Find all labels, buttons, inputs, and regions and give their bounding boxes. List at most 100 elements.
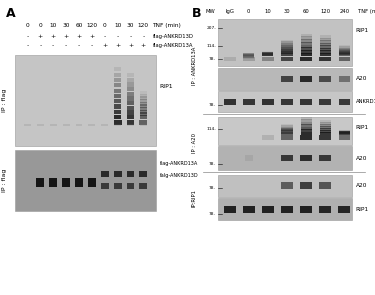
Bar xyxy=(114,94,122,98)
Bar xyxy=(243,55,254,58)
Text: 120: 120 xyxy=(86,23,98,27)
Bar xyxy=(339,130,350,134)
Text: 10: 10 xyxy=(264,9,271,14)
Bar xyxy=(320,53,331,56)
Text: 78-: 78- xyxy=(209,162,216,166)
Bar xyxy=(114,78,122,82)
Text: flag-ANKRD13A: flag-ANKRD13A xyxy=(153,43,193,48)
Bar xyxy=(243,99,255,105)
Bar xyxy=(114,171,122,178)
Bar xyxy=(224,57,236,61)
Text: falg-ANKRD13D: falg-ANKRD13D xyxy=(160,173,198,178)
Bar xyxy=(218,117,352,145)
Text: 78-: 78- xyxy=(209,186,216,190)
Bar xyxy=(140,124,147,126)
Bar xyxy=(339,76,350,82)
Bar xyxy=(300,132,312,135)
Bar xyxy=(300,129,312,132)
Bar xyxy=(127,110,134,114)
Bar xyxy=(243,54,254,58)
Bar xyxy=(126,183,134,189)
Bar xyxy=(300,182,312,189)
Bar xyxy=(320,48,331,51)
Bar xyxy=(127,101,134,105)
Text: 114-: 114- xyxy=(206,44,216,48)
Bar xyxy=(114,99,122,103)
Bar xyxy=(224,99,236,105)
Bar xyxy=(320,35,331,39)
Bar xyxy=(339,130,350,133)
Bar xyxy=(114,115,122,119)
Bar xyxy=(262,135,274,140)
Bar xyxy=(300,124,312,127)
Text: IP : ANKRD13A: IP : ANKRD13A xyxy=(192,46,197,85)
Text: flag-ANKRD13D: flag-ANKRD13D xyxy=(153,35,194,39)
Bar xyxy=(320,126,331,129)
Text: 30: 30 xyxy=(127,23,134,27)
Bar xyxy=(281,43,292,47)
Bar xyxy=(339,130,350,133)
Text: +: + xyxy=(141,43,146,48)
Bar xyxy=(262,99,274,105)
Bar xyxy=(281,129,292,132)
Bar xyxy=(76,124,82,126)
Bar xyxy=(338,206,351,213)
Bar xyxy=(320,43,331,46)
Bar xyxy=(224,206,236,213)
Bar xyxy=(320,57,331,61)
Bar xyxy=(320,40,331,44)
Text: A20: A20 xyxy=(356,76,368,81)
Text: 60: 60 xyxy=(303,9,309,14)
Bar xyxy=(281,132,292,135)
Bar xyxy=(218,198,352,220)
Text: 0: 0 xyxy=(39,23,42,27)
Bar xyxy=(320,128,331,131)
Bar xyxy=(262,53,273,56)
Text: RIP1: RIP1 xyxy=(160,84,174,89)
Text: -: - xyxy=(26,35,28,39)
Bar xyxy=(300,135,312,140)
Bar xyxy=(15,150,156,211)
Text: -: - xyxy=(91,43,93,48)
Bar xyxy=(339,57,350,61)
Text: 207-: 207- xyxy=(206,26,216,30)
Bar xyxy=(300,119,312,122)
Bar xyxy=(114,67,122,71)
Bar xyxy=(243,53,254,57)
Bar xyxy=(281,182,293,189)
Bar xyxy=(281,127,292,130)
Bar xyxy=(140,115,147,119)
Bar xyxy=(114,110,122,114)
Text: 240: 240 xyxy=(339,9,350,14)
Text: flag-ANKRD13A: flag-ANKRD13A xyxy=(160,161,198,166)
Bar xyxy=(300,122,312,125)
Text: IP : A20: IP : A20 xyxy=(192,133,197,153)
Text: 78-: 78- xyxy=(209,57,216,61)
Text: 0: 0 xyxy=(103,23,106,27)
Text: IP : flag: IP : flag xyxy=(2,169,7,192)
Text: A20: A20 xyxy=(356,156,368,160)
Bar xyxy=(281,40,292,43)
Bar xyxy=(262,52,273,55)
Bar xyxy=(281,128,292,131)
Text: TNF (min): TNF (min) xyxy=(358,9,375,14)
Bar xyxy=(281,57,293,61)
Text: 78-: 78- xyxy=(209,103,216,107)
Bar xyxy=(101,183,109,189)
Bar xyxy=(320,99,331,105)
Bar xyxy=(262,57,274,61)
Text: 114-: 114- xyxy=(206,127,216,131)
Bar xyxy=(300,127,312,130)
Text: +: + xyxy=(128,43,133,48)
Bar xyxy=(281,135,293,140)
Bar xyxy=(262,53,273,56)
Bar xyxy=(339,135,350,140)
Text: 78-: 78- xyxy=(209,212,216,216)
Bar xyxy=(281,130,292,134)
Bar xyxy=(114,120,122,125)
Bar xyxy=(339,47,350,50)
Bar xyxy=(218,146,352,170)
Text: -: - xyxy=(52,43,54,48)
Bar xyxy=(300,57,312,61)
Bar xyxy=(15,55,156,146)
